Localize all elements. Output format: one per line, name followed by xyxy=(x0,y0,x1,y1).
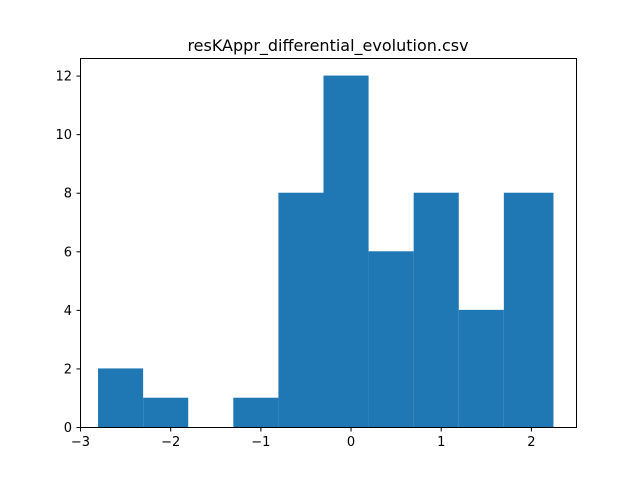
x-tick-label: −3 xyxy=(71,435,90,450)
y-tick-label: 12 xyxy=(55,70,72,85)
histogram-bar-8 xyxy=(458,309,504,427)
y-axis: 0 2 4 6 8 10 12 xyxy=(55,70,81,436)
y-tick-label: 6 xyxy=(64,245,72,260)
histogram-bar-9 xyxy=(503,192,554,427)
plot-frame xyxy=(80,58,577,428)
histogram-bar-7 xyxy=(413,192,459,427)
y-tick-label: 0 xyxy=(64,421,72,436)
x-tick-label: −2 xyxy=(161,435,180,450)
x-tick-label: −1 xyxy=(251,435,270,450)
histogram-bar-5 xyxy=(323,75,369,428)
y-tick-label: 2 xyxy=(64,362,72,377)
histogram-bar-0 xyxy=(98,368,144,427)
y-tick-label: 4 xyxy=(64,304,72,319)
x-tick-label: 0 xyxy=(347,435,355,450)
histogram-bar-6 xyxy=(368,251,414,427)
y-tick-label: 10 xyxy=(55,128,72,143)
histogram-bar-3 xyxy=(233,397,279,427)
x-tick-label: 2 xyxy=(527,435,535,450)
x-axis: −3 −2 −1 0 1 2 xyxy=(71,427,536,450)
chart-title: resKAppr_differential_evolution.csv xyxy=(187,36,468,56)
histogram-bar-1 xyxy=(143,397,189,427)
histogram-bar-4 xyxy=(278,192,324,427)
x-tick-label: 1 xyxy=(437,435,445,450)
histogram-bars xyxy=(98,75,554,428)
y-tick-label: 8 xyxy=(64,187,72,202)
